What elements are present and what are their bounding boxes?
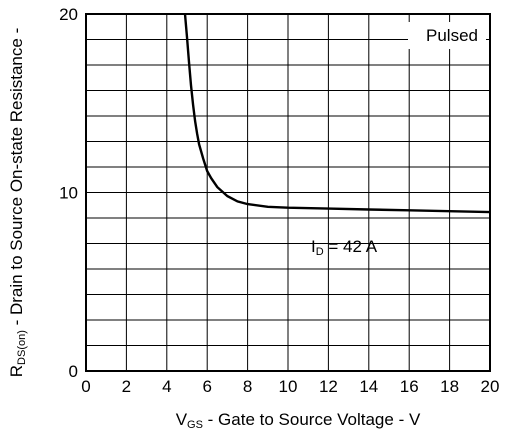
x-axis-label-main: V (176, 410, 188, 429)
pulsed-label: Pulsed (426, 26, 478, 45)
x-tick-label: 2 (122, 377, 131, 396)
y-tick-labels: 0 10 20 (59, 5, 78, 381)
x-tick-label: 12 (319, 377, 338, 396)
pulsed-legend: Pulsed (408, 22, 486, 49)
id-annotation-main: I (311, 237, 316, 256)
x-tick-label: 14 (359, 377, 378, 396)
x-tick-label: 10 (279, 377, 298, 396)
x-tick-label: 0 (81, 377, 90, 396)
y-axis-label-sub: DS(on) (16, 330, 28, 365)
x-axis-label: VGS - Gate to Source Voltage - V (176, 410, 421, 431)
pulsed-box (408, 22, 486, 49)
rds-vs-vgs-curve (183, 13, 491, 214)
y-tick-label: 0 (69, 362, 78, 381)
x-tick-label: 20 (481, 377, 500, 396)
x-tick-label: 8 (243, 377, 252, 396)
x-tick-label: 16 (400, 377, 419, 396)
x-tick-label: 6 (202, 377, 211, 396)
id-annotation-sub: D (316, 246, 324, 258)
x-axis-label-rest: - Gate to Source Voltage - V (203, 410, 421, 429)
x-tick-label: 18 (440, 377, 459, 396)
y-axis-label-rest: - Drain to Source On-state Resistance - (7, 28, 26, 330)
y-axis-label-main: R (7, 365, 26, 377)
y-axis-label: RDS(on) - Drain to Source On-state Resis… (7, 28, 28, 377)
x-tick-labels: 0 2 4 6 8 10 12 14 16 18 20 (81, 377, 499, 396)
y-tick-label: 20 (59, 5, 78, 24)
x-axis-label-sub: GS (187, 419, 203, 431)
grid (86, 14, 490, 371)
x-tick-label: 4 (162, 377, 171, 396)
id-annotation: ID = 42 A (311, 237, 378, 258)
y-tick-label: 10 (59, 184, 78, 203)
plot-frame (85, 13, 491, 372)
id-annotation-rest: = 42 A (324, 237, 378, 256)
